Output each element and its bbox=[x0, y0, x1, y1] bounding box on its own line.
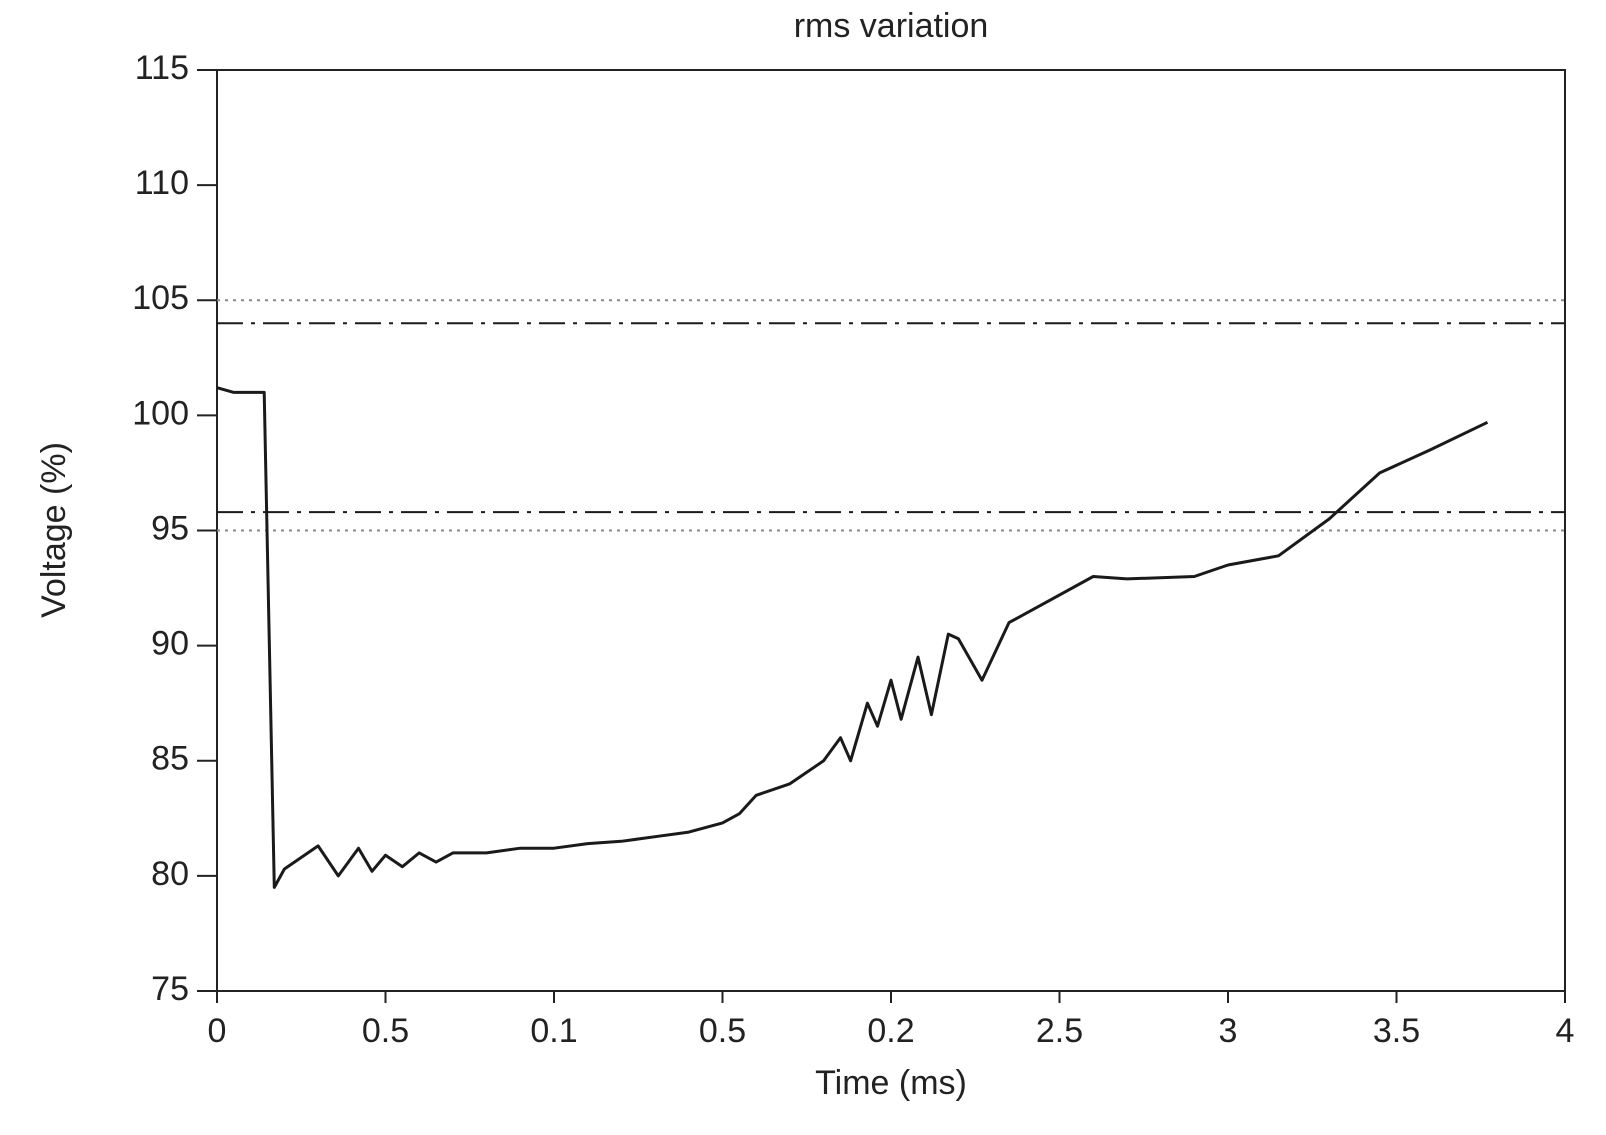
y-tick-label: 95 bbox=[151, 509, 189, 547]
chart-title: rms variation bbox=[794, 7, 989, 45]
x-tick-label: 0.2 bbox=[867, 1012, 914, 1050]
x-tick-label: 0.5 bbox=[362, 1012, 409, 1050]
x-tick-label: 4 bbox=[1556, 1012, 1575, 1050]
x-tick-label: 2.5 bbox=[1036, 1012, 1083, 1050]
x-tick-label: 3.5 bbox=[1373, 1012, 1420, 1050]
x-axis-label: Time (ms) bbox=[815, 1064, 967, 1102]
y-tick-label: 75 bbox=[151, 970, 189, 1008]
data-line bbox=[216, 386, 1489, 889]
y-tick-label: 80 bbox=[151, 855, 189, 893]
y-tick-label: 85 bbox=[151, 740, 189, 778]
y-axis-label: Voltage (%) bbox=[35, 442, 73, 618]
y-tick-label: 90 bbox=[151, 625, 189, 663]
x-tick-label: 0 bbox=[208, 1012, 227, 1050]
y-tick-label: 100 bbox=[132, 394, 189, 432]
x-tick-label: 0.1 bbox=[530, 1012, 577, 1050]
y-tick-label: 105 bbox=[132, 279, 189, 317]
y-tick-label: 115 bbox=[135, 49, 189, 87]
x-tick-label: 0.5 bbox=[699, 1012, 746, 1050]
x-tick-label: 3 bbox=[1219, 1012, 1238, 1050]
y-tick-label: 110 bbox=[135, 164, 189, 202]
